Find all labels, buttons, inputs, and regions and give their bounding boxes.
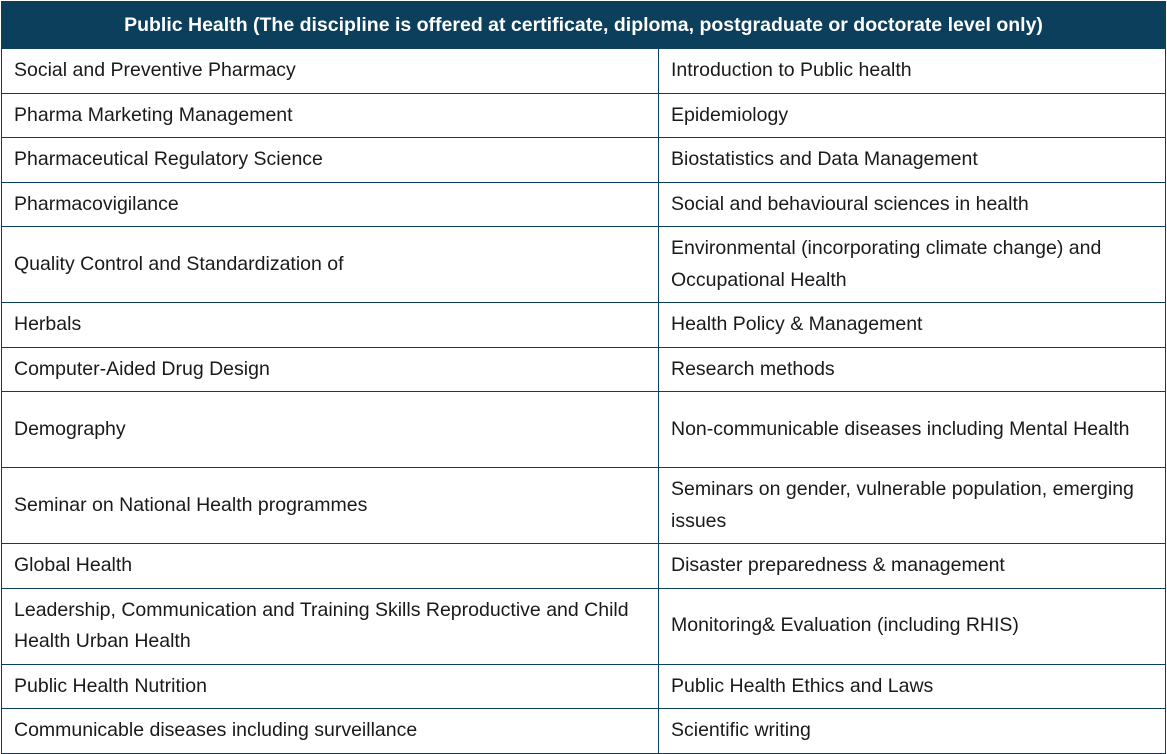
- table-row: Global Health Disaster preparedness & ma…: [1, 543, 1167, 589]
- table-row: Public Health Nutrition Public Health Et…: [1, 663, 1167, 709]
- table-row: Herbals Health Policy & Management: [1, 302, 1167, 348]
- table-row: Communicable diseases including surveill…: [1, 708, 1167, 754]
- table-row: Pharmaceutical Regulatory Science Biosta…: [1, 137, 1167, 183]
- right-cell: Disaster preparedness & management: [657, 543, 1167, 589]
- right-cell: Seminars on gender, vulnerable populatio…: [657, 467, 1167, 544]
- left-cell: Quality Control and Standardization of: [1, 226, 659, 303]
- table-row: Pharmacovigilance Social and behavioural…: [1, 181, 1167, 227]
- left-cell: Pharma Marketing Management: [1, 92, 659, 138]
- table-header-row: Public Health (The discipline is offered…: [0, 1, 1167, 49]
- table-row: Social and Preventive Pharmacy Introduct…: [1, 48, 1167, 94]
- table-row: Quality Control and Standardization of E…: [1, 226, 1167, 303]
- left-cell: Public Health Nutrition: [1, 663, 659, 709]
- right-cell: Scientific writing: [657, 708, 1167, 754]
- right-cell: Public Health Ethics and Laws: [657, 663, 1167, 709]
- right-cell: Monitoring& Evaluation (including RHIS): [657, 587, 1167, 665]
- table-row: Computer-Aided Drug Design Research meth…: [1, 346, 1167, 392]
- right-cell: Non-communicable diseases including Ment…: [657, 391, 1167, 468]
- right-cell: Social and behavioural sciences in healt…: [657, 181, 1167, 227]
- right-cell: Health Policy & Management: [657, 302, 1167, 348]
- table-row: Seminar on National Health programmes Se…: [1, 467, 1167, 544]
- table-row: Pharma Marketing Management Epidemiology: [1, 92, 1167, 138]
- right-cell: Environmental (incorporating climate cha…: [657, 226, 1167, 303]
- left-cell: Demography: [1, 391, 659, 468]
- right-cell: Introduction to Public health: [657, 48, 1167, 94]
- left-cell: Herbals: [1, 302, 659, 348]
- table-title: Public Health (The discipline is offered…: [0, 1, 1167, 49]
- left-cell: Social and Preventive Pharmacy: [1, 48, 659, 94]
- table-row: Demography Non-communicable diseases inc…: [1, 391, 1167, 468]
- right-cell: Research methods: [657, 346, 1167, 392]
- left-cell: Seminar on National Health programmes: [1, 467, 659, 544]
- right-cell: Biostatistics and Data Management: [657, 137, 1167, 183]
- left-cell: Pharmacovigilance: [1, 181, 659, 227]
- right-cell: Epidemiology: [657, 92, 1167, 138]
- left-cell: Computer-Aided Drug Design: [1, 346, 659, 392]
- left-cell: Global Health: [1, 543, 659, 589]
- table-row: Leadership, Communication and Training S…: [1, 587, 1167, 665]
- left-cell: Communicable diseases including surveill…: [1, 708, 659, 754]
- left-cell: Leadership, Communication and Training S…: [1, 587, 659, 665]
- left-cell: Pharmaceutical Regulatory Science: [1, 137, 659, 183]
